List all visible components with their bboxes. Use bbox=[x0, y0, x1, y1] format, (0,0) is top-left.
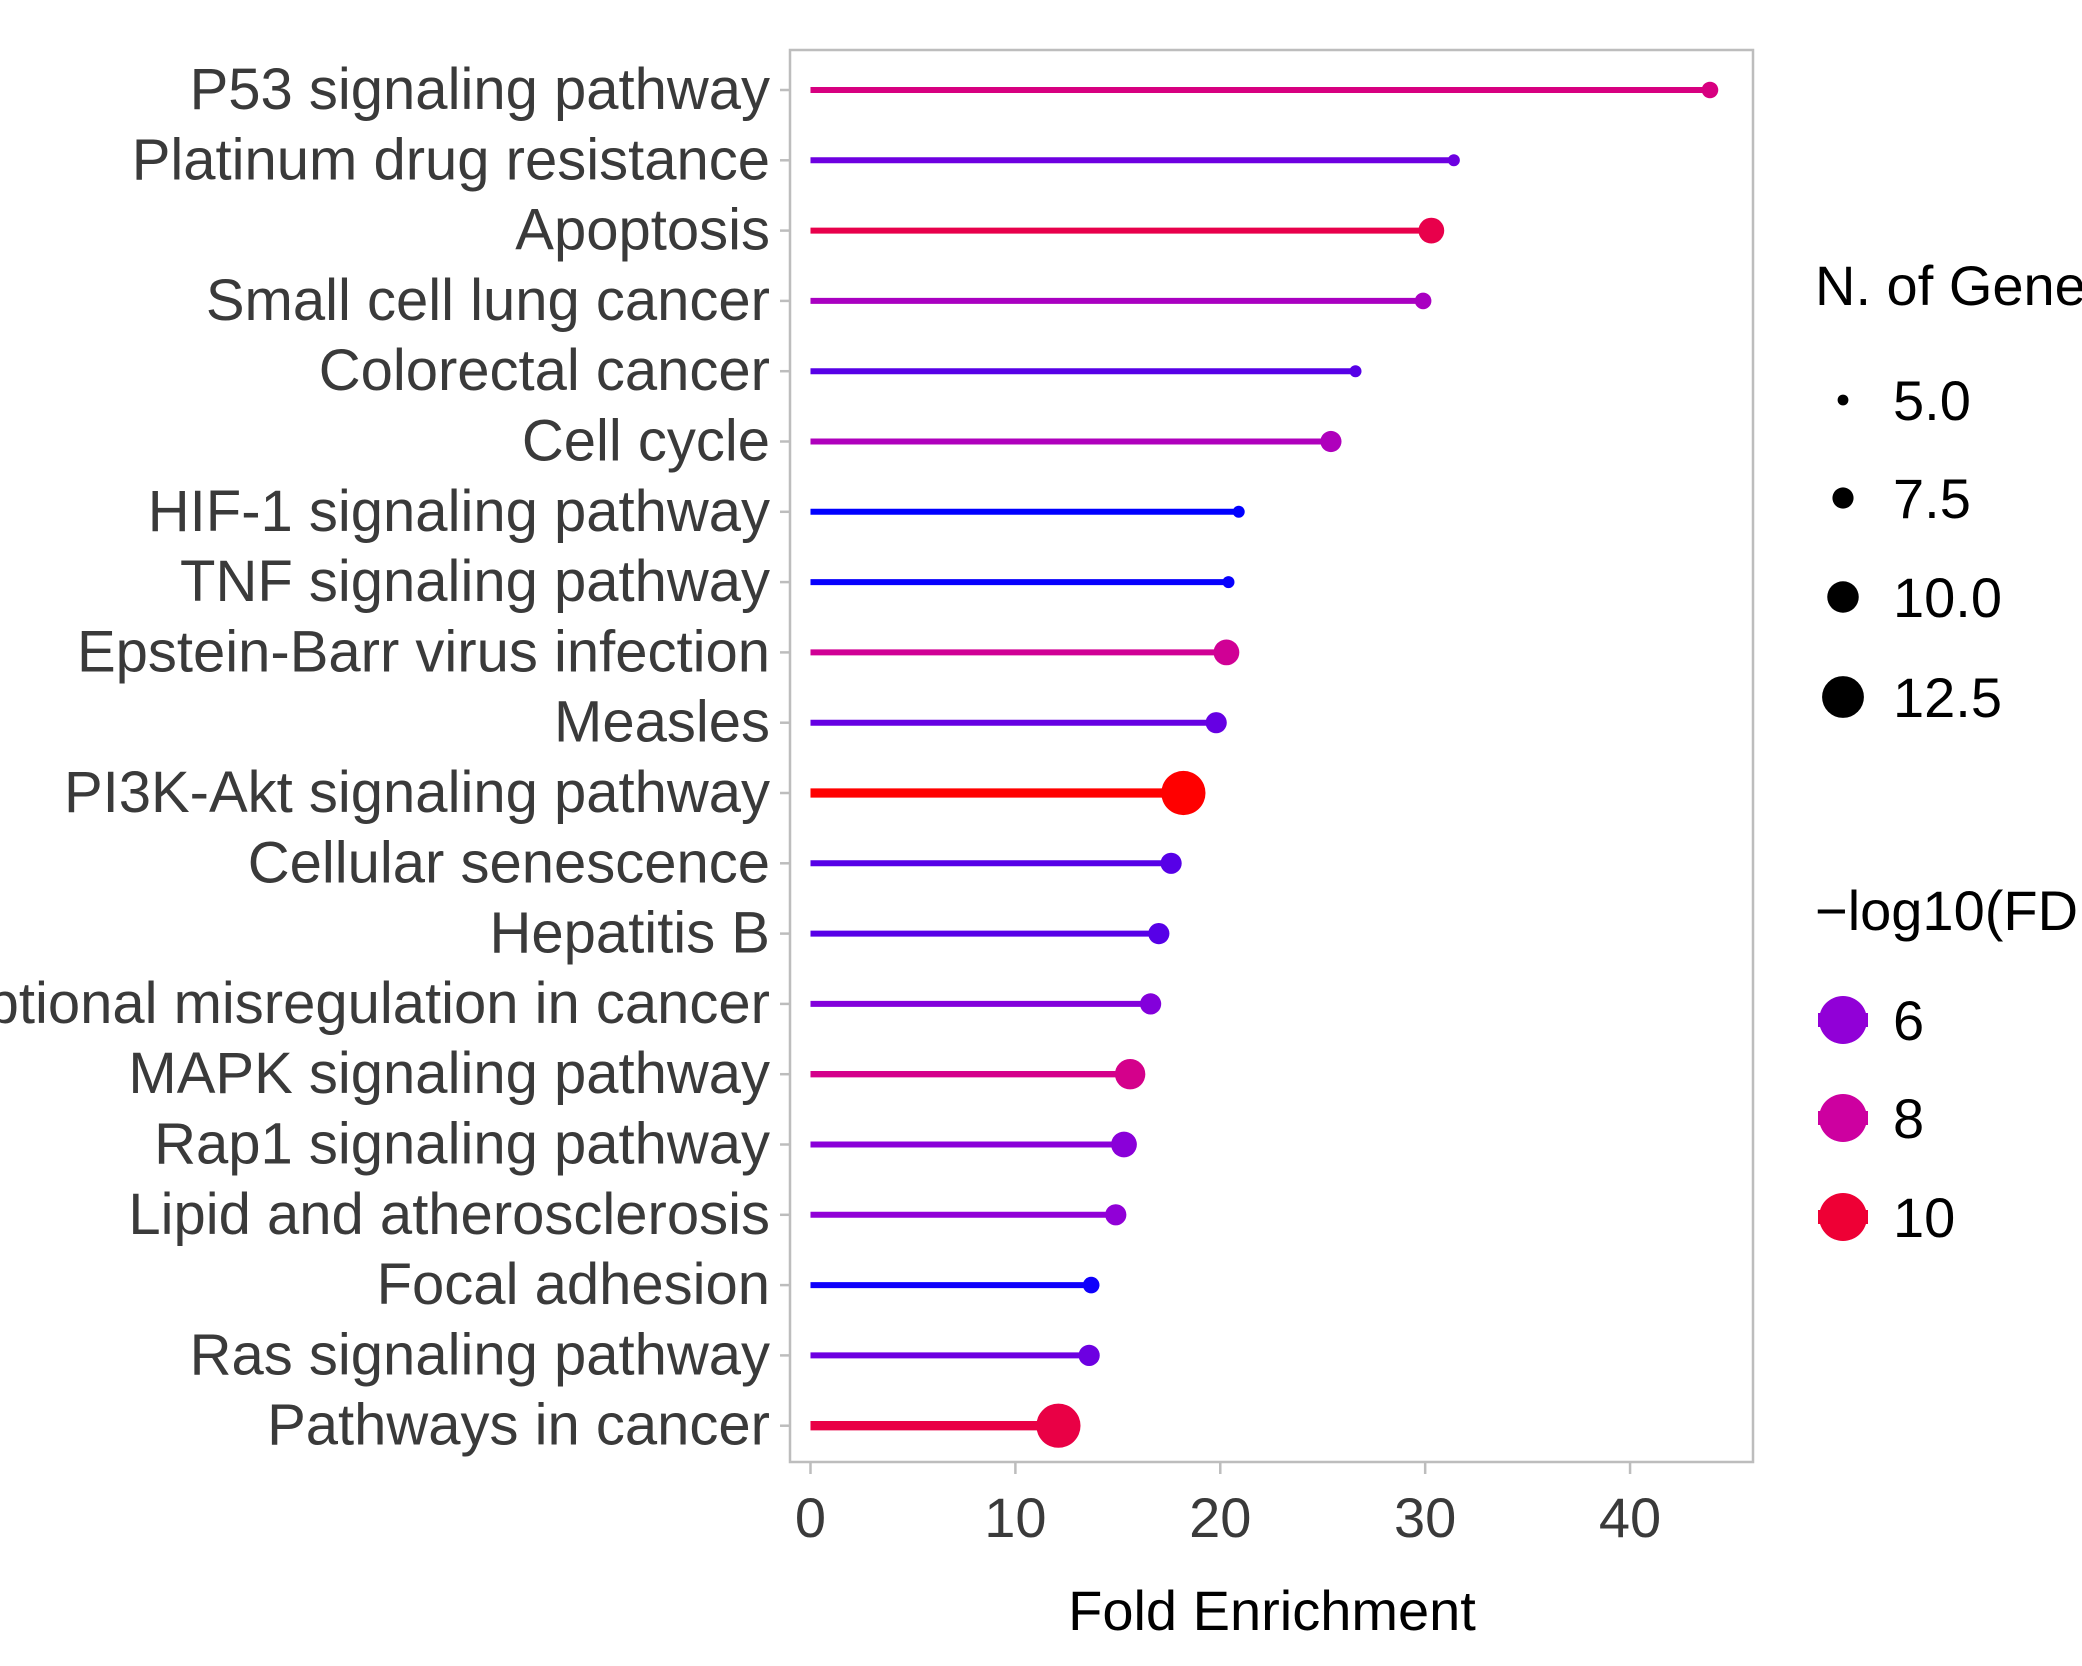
lollipop-point bbox=[1232, 505, 1245, 518]
size-legend-label: 12.5 bbox=[1893, 666, 2002, 729]
lollipop-point bbox=[1222, 576, 1235, 589]
size-legend-key bbox=[1827, 581, 1859, 613]
y-tick-label: Small cell lung cancer bbox=[206, 268, 770, 333]
y-tick-label: Apoptosis bbox=[515, 198, 770, 263]
x-axis-title: Fold Enrichment bbox=[1068, 1579, 1476, 1642]
color-legend-label: 8 bbox=[1893, 1087, 1924, 1150]
y-tick-label: Cell cycle bbox=[522, 409, 770, 474]
lollipop-point bbox=[1701, 81, 1719, 99]
y-tick-label: Transcriptional misregulation in cancer bbox=[0, 971, 770, 1036]
color-legend-key bbox=[1819, 1193, 1867, 1241]
y-tick-label: Pathways in cancer bbox=[267, 1393, 770, 1458]
lollipop-point bbox=[1447, 154, 1460, 167]
x-tick-label: 30 bbox=[1394, 1486, 1456, 1549]
lollipop-point bbox=[1320, 430, 1342, 453]
size-legend-title: N. of Genes bbox=[1815, 254, 2082, 317]
color-legend-label: 6 bbox=[1893, 989, 1924, 1052]
lollipop-point bbox=[1160, 852, 1182, 874]
lollipop-point bbox=[1036, 1403, 1081, 1448]
size-legend: N. of Genes 5.0 7.5 10.0 12.5 bbox=[1815, 254, 2082, 729]
y-tick-label: Colorectal cancer bbox=[319, 338, 770, 403]
y-tick-label: TNF signaling pathway bbox=[180, 549, 770, 614]
color-legend-label: 10 bbox=[1893, 1186, 1955, 1249]
lollipop-point bbox=[1078, 1344, 1100, 1366]
size-legend-key bbox=[1822, 676, 1864, 718]
y-tick-label: PI3K-Akt signaling pathway bbox=[64, 760, 770, 825]
x-tick-label: 0 bbox=[795, 1486, 826, 1549]
y-tick-label: Hepatitis B bbox=[490, 901, 770, 966]
lollipop-point bbox=[1111, 1131, 1137, 1158]
y-tick-label: P53 signaling pathway bbox=[190, 57, 770, 122]
size-legend-label: 7.5 bbox=[1893, 467, 1971, 530]
lollipop-point bbox=[1213, 639, 1240, 666]
lollipop-point bbox=[1105, 1204, 1127, 1226]
lollipop-point bbox=[1205, 712, 1227, 734]
y-tick-label: Focal adhesion bbox=[377, 1252, 770, 1317]
lollipop-point bbox=[1082, 1276, 1100, 1294]
lollipop-point bbox=[1414, 292, 1432, 310]
color-legend-key bbox=[1819, 996, 1867, 1044]
y-tick-label: Epstein-Barr virus infection bbox=[77, 619, 770, 684]
size-legend-label: 5.0 bbox=[1893, 369, 1971, 432]
lollipop-point bbox=[1140, 993, 1162, 1015]
size-legend-label: 10.0 bbox=[1893, 566, 2002, 629]
y-tick-label: Ras signaling pathway bbox=[190, 1322, 770, 1387]
lollipop-point bbox=[1418, 217, 1445, 244]
color-legend-title: −log10(FDR) bbox=[1815, 879, 2082, 942]
size-legend-key bbox=[1837, 394, 1849, 406]
y-tick-label: Cellular senescence bbox=[248, 830, 770, 895]
lollipop-series bbox=[810, 81, 1719, 1448]
y-tick-label: Measles bbox=[554, 690, 770, 755]
lollipop-point bbox=[1161, 770, 1206, 816]
x-tick-label: 20 bbox=[1189, 1486, 1251, 1549]
lollipop-point bbox=[1114, 1059, 1146, 1090]
x-axis: 0 10 20 30 40 bbox=[795, 1462, 1661, 1549]
y-tick-label: MAPK signaling pathway bbox=[128, 1041, 770, 1106]
size-legend-key bbox=[1832, 487, 1854, 509]
color-legend-key bbox=[1819, 1094, 1867, 1142]
y-tick-label: Rap1 signaling pathway bbox=[154, 1112, 770, 1177]
x-tick-label: 40 bbox=[1599, 1486, 1661, 1549]
x-tick-label: 10 bbox=[984, 1486, 1046, 1549]
y-tick-label: Platinum drug resistance bbox=[132, 127, 770, 192]
lollipop-point bbox=[1349, 365, 1362, 378]
plot-panel bbox=[788, 48, 1755, 1464]
color-legend: −log10(FDR) 6 8 10 bbox=[1815, 879, 2082, 1249]
lollipop-point bbox=[1148, 923, 1170, 945]
y-tick-label: HIF-1 signaling pathway bbox=[148, 479, 770, 544]
y-tick-label: Lipid and atherosclerosis bbox=[128, 1182, 770, 1247]
